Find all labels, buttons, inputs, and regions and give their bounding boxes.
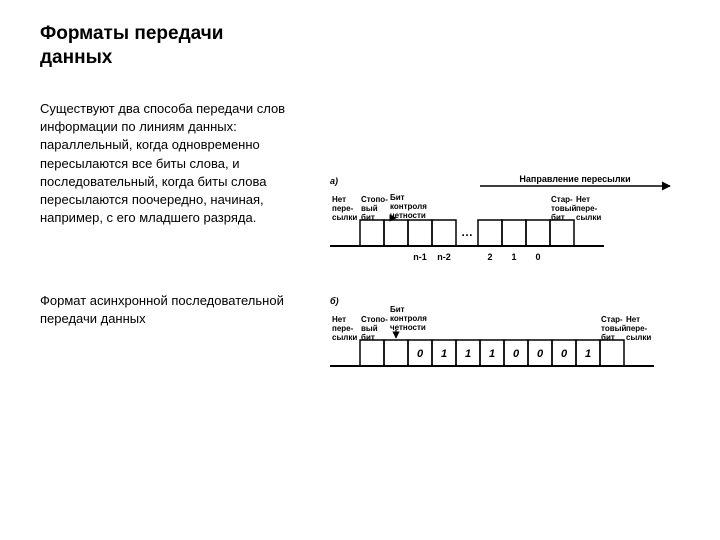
svg-text:…: … (461, 225, 473, 239)
svg-text:1: 1 (585, 348, 591, 360)
svg-text:0: 0 (513, 348, 520, 360)
svg-text:Битконтролячетности: Битконтролячетности (390, 193, 427, 220)
timing-diagrams: а)Направление пересылкиНетпере-сылкиСтоп… (330, 150, 700, 450)
svg-text:Битконтролячетности: Битконтролячетности (390, 305, 427, 332)
svg-text:1: 1 (511, 252, 516, 262)
caption-paragraph: Формат асинхронной последовательной пере… (40, 292, 300, 328)
svg-text:Нетпере-сылки: Нетпере-сылки (332, 315, 357, 342)
svg-text:Стопо-выйбит: Стопо-выйбит (361, 195, 388, 222)
svg-text:Стар-товыйбит: Стар-товыйбит (601, 315, 626, 342)
svg-text:Стопо-выйбит: Стопо-выйбит (361, 315, 388, 342)
svg-text:2: 2 (487, 252, 492, 262)
svg-text:б): б) (330, 296, 339, 306)
svg-text:Нетпере-сылки: Нетпере-сылки (626, 315, 651, 342)
svg-text:n-2: n-2 (437, 252, 451, 262)
svg-text:0: 0 (417, 348, 424, 360)
svg-text:1: 1 (489, 348, 495, 360)
svg-text:а): а) (330, 176, 338, 186)
svg-text:1: 1 (465, 348, 471, 360)
svg-text:Стар-товыйбит: Стар-товыйбит (551, 195, 576, 222)
svg-text:0: 0 (561, 348, 568, 360)
svg-text:Нетпере-сылки: Нетпере-сылки (576, 195, 601, 222)
svg-text:n-1: n-1 (413, 252, 427, 262)
svg-text:Направление пересылки: Направление пересылки (519, 174, 630, 184)
intro-paragraph: Существуют два способа передачи слов инф… (40, 100, 300, 227)
page-title: Форматы передачи данных (40, 22, 260, 70)
svg-text:Нетпере-сылки: Нетпере-сылки (332, 195, 357, 222)
svg-text:1: 1 (441, 348, 447, 360)
svg-text:0: 0 (535, 252, 540, 262)
svg-text:0: 0 (537, 348, 544, 360)
